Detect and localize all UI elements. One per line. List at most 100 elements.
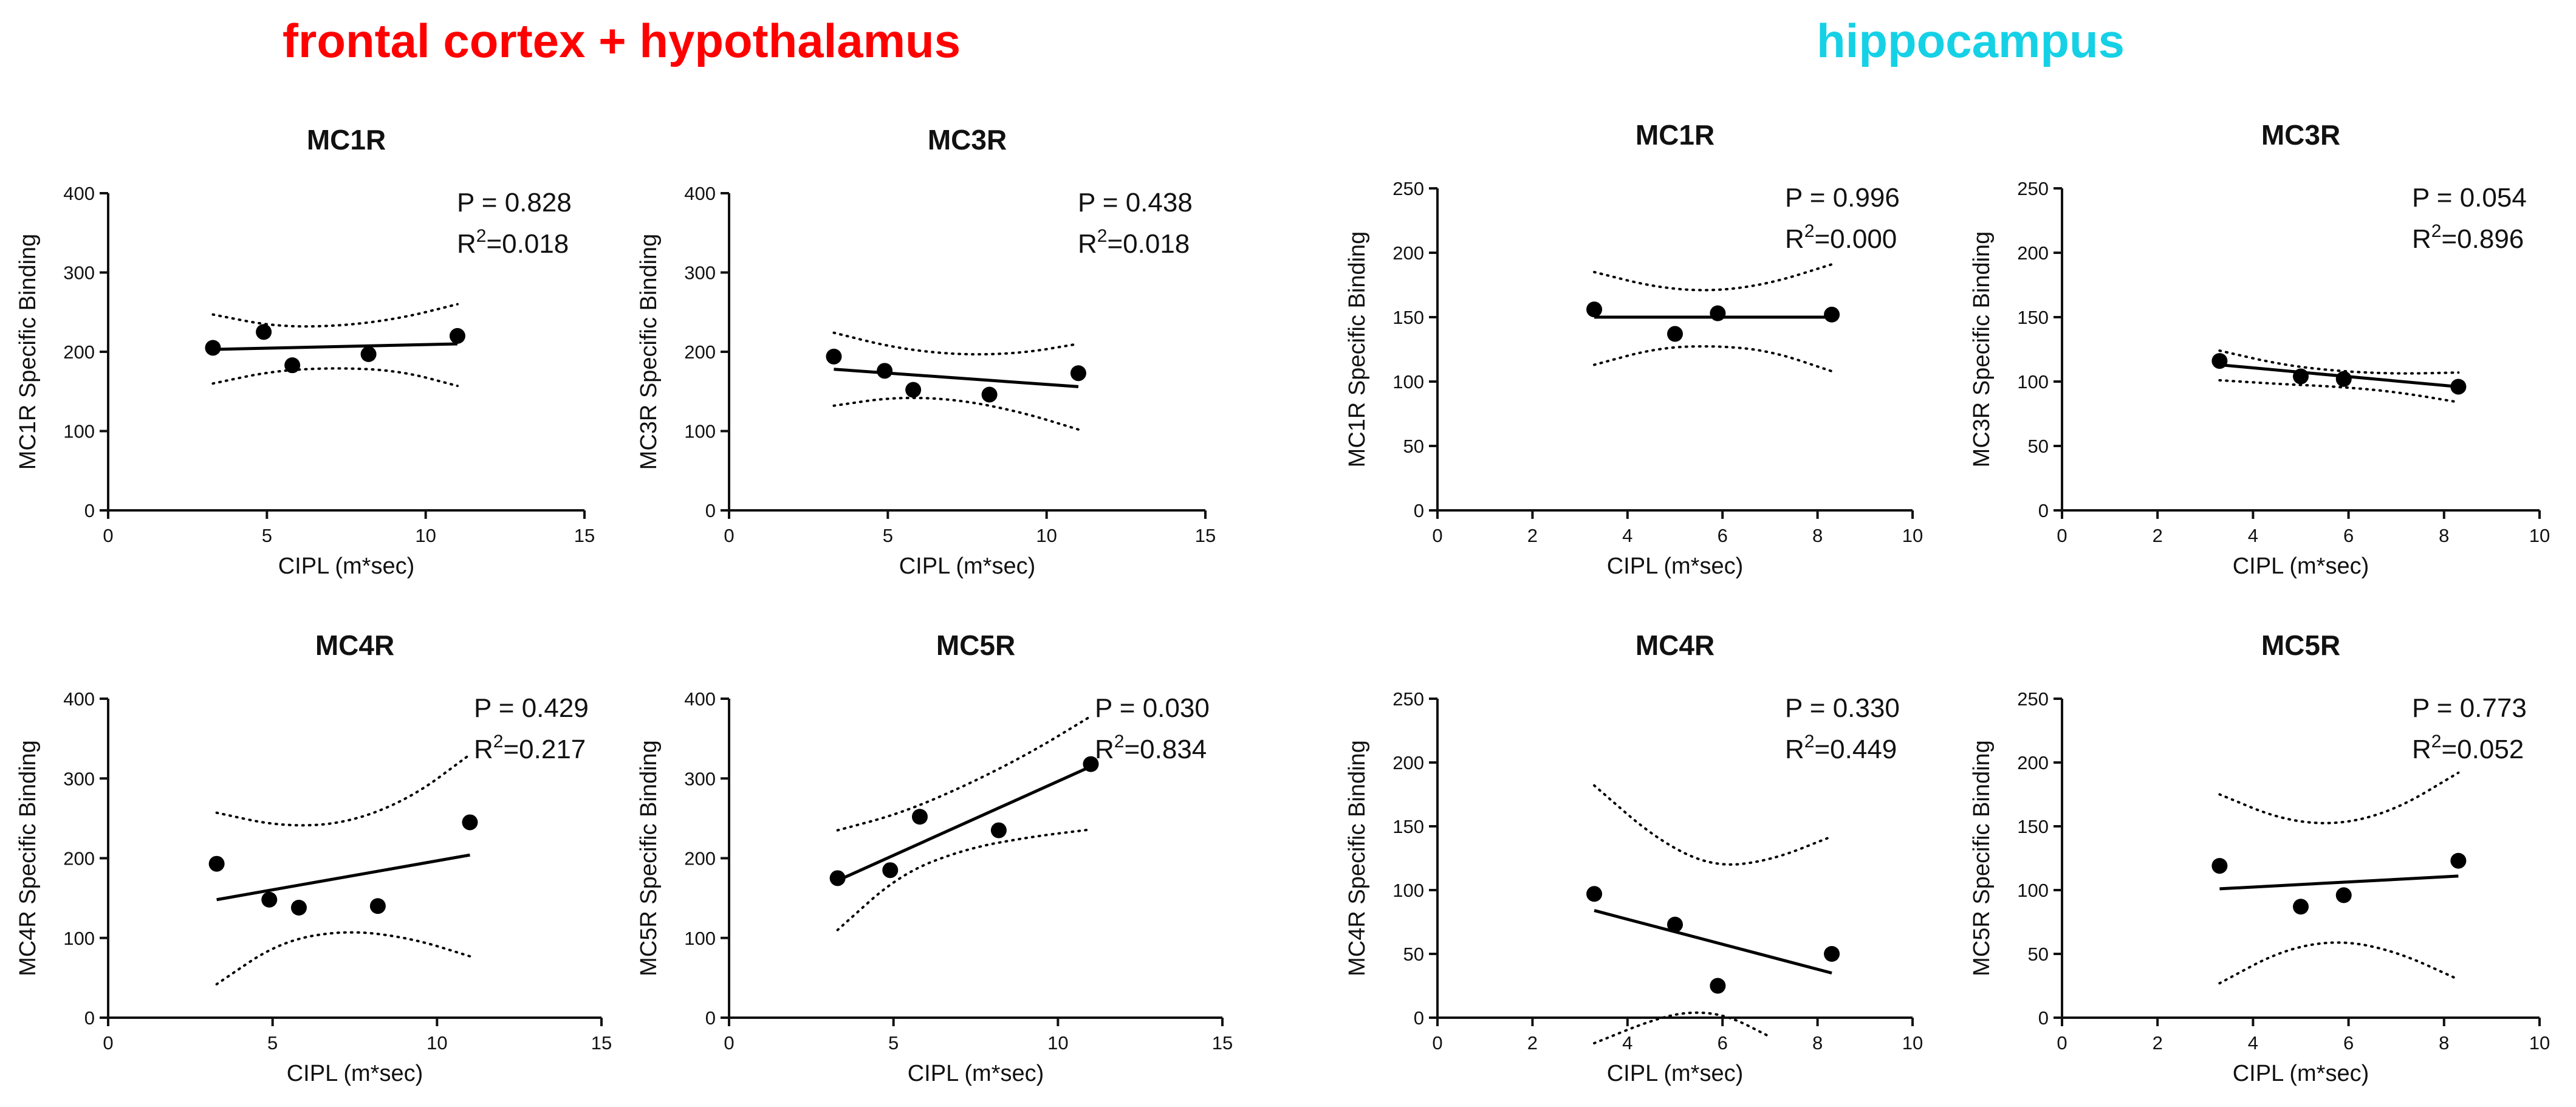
y-tick-label: 100 <box>1392 371 1424 392</box>
y-tick-label: 400 <box>63 688 95 710</box>
x-tick-label: 10 <box>1036 525 1057 546</box>
x-tick-label: 2 <box>2153 1032 2163 1054</box>
ci-upper-band <box>211 303 459 328</box>
ci-upper-band <box>836 715 1092 832</box>
data-point <box>1083 756 1099 772</box>
y-tick-label: 100 <box>684 928 716 949</box>
x-tick-label: 2 <box>2153 525 2163 546</box>
data-point <box>1710 305 1726 321</box>
y-tick-label: 200 <box>1392 752 1424 773</box>
p-value-label: P = 0.438 <box>1078 188 1193 218</box>
y-tick-label: 150 <box>2017 816 2049 837</box>
r-squared-label: R2=0.000 <box>1785 221 1897 254</box>
panel-title: MC4R <box>1636 629 1714 661</box>
x-tick-label: 15 <box>1212 1032 1233 1054</box>
y-tick-label: 100 <box>684 421 716 442</box>
y-tick-label: 250 <box>2017 688 2049 710</box>
data-point <box>981 386 998 403</box>
y-tick-label: 0 <box>705 500 716 521</box>
chart-panel-0: MC1R 0 100 200 300 400 0 5 10 15 CIPL (m*sec) MC1R … <box>15 124 595 579</box>
x-tick-label: 4 <box>2248 1032 2258 1054</box>
y-tick-label: 250 <box>1392 688 1424 710</box>
data-point <box>826 348 842 365</box>
p-value-label: P = 0.773 <box>2412 693 2527 723</box>
x-tick-label: 2 <box>1527 525 1538 546</box>
chart-panel-5: MC3R 0 50 100 150 200 250 0 2 4 6 8 10 CIPL (m*sec) MC… <box>1969 119 2550 579</box>
x-tick-label: 10 <box>426 1032 447 1054</box>
r-squared-label: R2=0.052 <box>2412 732 2524 764</box>
x-tick-label: 0 <box>2057 525 2067 546</box>
y-tick-label: 150 <box>2017 307 2049 328</box>
chart-panel-6: MC4R 0 50 100 150 200 250 0 2 4 6 8 10 CIPL (m*sec) MC… <box>1345 629 1923 1086</box>
y-axis-label: MC5R Specific Binding <box>1969 740 1995 976</box>
x-tick-label: 15 <box>591 1032 612 1054</box>
x-tick-label: 4 <box>1622 1032 1632 1054</box>
y-tick-label: 200 <box>2017 242 2049 264</box>
r-squared-label: R2=0.896 <box>2412 221 2524 254</box>
x-tick-label: 8 <box>2439 1032 2449 1054</box>
x-tick-label: 5 <box>267 1032 278 1054</box>
x-tick-label: 10 <box>2529 525 2550 546</box>
data-point <box>2293 368 2309 385</box>
x-tick-label: 0 <box>724 1032 734 1054</box>
chart-panel-2: MC4R 0 100 200 300 400 0 5 10 15 CIPL (m*sec) MC4R … <box>15 629 612 1086</box>
data-point <box>256 324 272 340</box>
chart-panel-7: MC5R 0 50 100 150 200 250 0 2 4 6 8 10 CIPL (m*sec) MC… <box>1969 629 2550 1086</box>
y-tick-label: 300 <box>684 768 716 789</box>
x-tick-label: 4 <box>2248 525 2258 546</box>
x-axis-label: CIPL (m*sec) <box>287 1061 423 1086</box>
data-point <box>1824 946 1840 962</box>
y-tick-label: 300 <box>684 262 716 284</box>
data-point <box>205 340 221 356</box>
ci-upper-band <box>1593 263 1834 292</box>
chart-panel-1: MC3R 0 100 200 300 400 0 5 10 15 CIPL (m*sec) MC3R … <box>636 124 1216 579</box>
ci-upper-band <box>832 331 1080 356</box>
x-tick-label: 15 <box>1195 525 1216 546</box>
y-axis-label: MC3R Specific Binding <box>636 234 662 470</box>
y-tick-label: 0 <box>2038 1007 2049 1029</box>
y-tick-label: 300 <box>63 768 95 789</box>
data-point <box>369 898 386 914</box>
x-tick-label: 0 <box>2057 1032 2067 1054</box>
x-axis-label: CIPL (m*sec) <box>2233 1061 2369 1086</box>
x-tick-label: 6 <box>2343 525 2354 546</box>
y-tick-label: 0 <box>705 1007 716 1029</box>
r-squared-label: R2=0.018 <box>1078 226 1190 259</box>
y-tick-label: 400 <box>63 183 95 204</box>
x-axis-label: CIPL (m*sec) <box>1607 1061 1744 1086</box>
y-axis-label: MC1R Specific Binding <box>1345 231 1370 468</box>
ci-upper-band <box>215 753 471 827</box>
data-point <box>990 822 1007 838</box>
data-point <box>1070 365 1086 382</box>
data-point <box>2335 887 2352 903</box>
x-tick-label: 5 <box>888 1032 899 1054</box>
ci-lower-band <box>832 396 1080 431</box>
y-tick-label: 300 <box>63 262 95 284</box>
x-tick-label: 10 <box>1902 1032 1923 1054</box>
chart-panel-3: MC5R 0 100 200 300 400 0 5 10 15 CIPL (m*sec) MC5R … <box>636 629 1233 1086</box>
y-tick-label: 200 <box>63 848 95 869</box>
y-axis-label: MC3R Specific Binding <box>1969 231 1995 468</box>
y-tick-label: 100 <box>1392 880 1424 901</box>
regression-line <box>834 368 1079 388</box>
y-axis-label: MC4R Specific Binding <box>15 740 41 976</box>
y-tick-label: 0 <box>84 500 95 521</box>
p-value-label: P = 0.828 <box>457 188 572 218</box>
panel-title: MC5R <box>2261 629 2340 661</box>
panel-title: MC1R <box>307 124 386 156</box>
data-point <box>290 899 307 916</box>
x-tick-label: 8 <box>2439 525 2449 546</box>
y-tick-label: 0 <box>1414 500 1424 521</box>
ci-lower-band <box>1593 1011 1772 1044</box>
ci-upper-band <box>1593 784 1834 866</box>
x-tick-label: 6 <box>2343 1032 2354 1054</box>
x-axis-label: CIPL (m*sec) <box>899 554 1036 579</box>
data-point <box>1824 306 1840 323</box>
y-tick-label: 100 <box>2017 880 2049 901</box>
data-point <box>284 357 301 374</box>
regression-line <box>213 342 457 351</box>
x-axis-label: CIPL (m*sec) <box>2233 554 2369 579</box>
r-squared-label: R2=0.018 <box>457 226 569 259</box>
data-point <box>360 346 377 362</box>
region-title-hippocampus: hippocampus <box>1817 14 2125 67</box>
